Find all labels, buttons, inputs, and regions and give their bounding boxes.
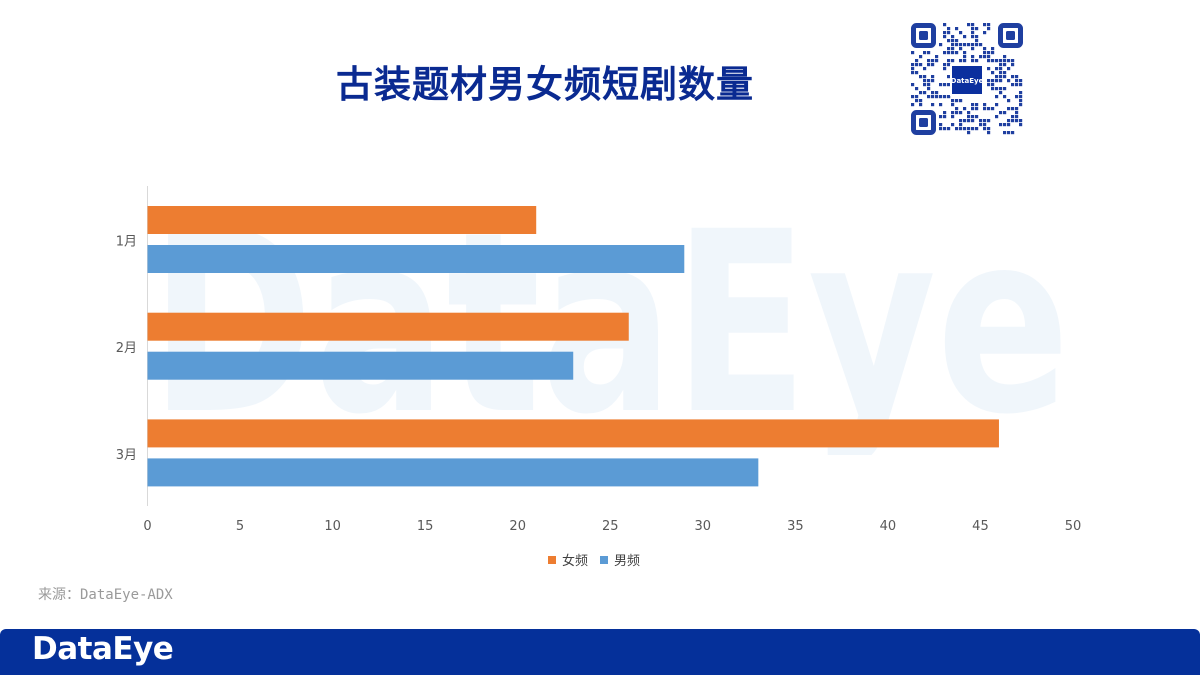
source-note: 来源：DataEye-ADX (38, 587, 173, 603)
footer-logo: DataEye (32, 631, 174, 667)
x-tick-label: 20 (509, 519, 526, 534)
x-tick-label: 45 (972, 519, 989, 534)
footer-bar: DataEye (0, 629, 1200, 675)
x-tick-label: 15 (417, 519, 434, 534)
x-tick-label: 5 (236, 519, 244, 534)
x-tick-label: 50 (1065, 519, 1082, 534)
bar-3月-女频 (147, 419, 999, 448)
x-tick-label: 25 (602, 519, 619, 534)
y-tick-label: 1月 (116, 234, 137, 249)
bar-1月-女频 (147, 206, 537, 234)
bar-1月-男频 (147, 245, 685, 273)
bar-3月-男频 (147, 458, 759, 487)
y-tick-label: 2月 (116, 341, 137, 356)
qr-code: DataEye (910, 22, 1024, 136)
x-tick-label: 35 (787, 519, 804, 534)
bar-2月-女频 (147, 312, 629, 341)
legend-label: 男频 (614, 554, 640, 569)
qr-logo-label: DataEye (951, 77, 984, 85)
y-tick-label: 3月 (116, 448, 137, 463)
legend-swatch (548, 556, 556, 564)
x-tick-label: 40 (880, 519, 897, 534)
legend-label: 女频 (562, 553, 588, 569)
x-tick-label: 30 (695, 519, 712, 534)
x-tick-label: 10 (324, 519, 341, 534)
chart-legend: 女频 男频 (548, 553, 640, 569)
page-title: 古装题材男女频短剧数量 (336, 63, 754, 106)
x-tick-label: 0 (143, 519, 151, 534)
legend-swatch (600, 556, 608, 564)
bar-2月-男频 (147, 351, 574, 380)
